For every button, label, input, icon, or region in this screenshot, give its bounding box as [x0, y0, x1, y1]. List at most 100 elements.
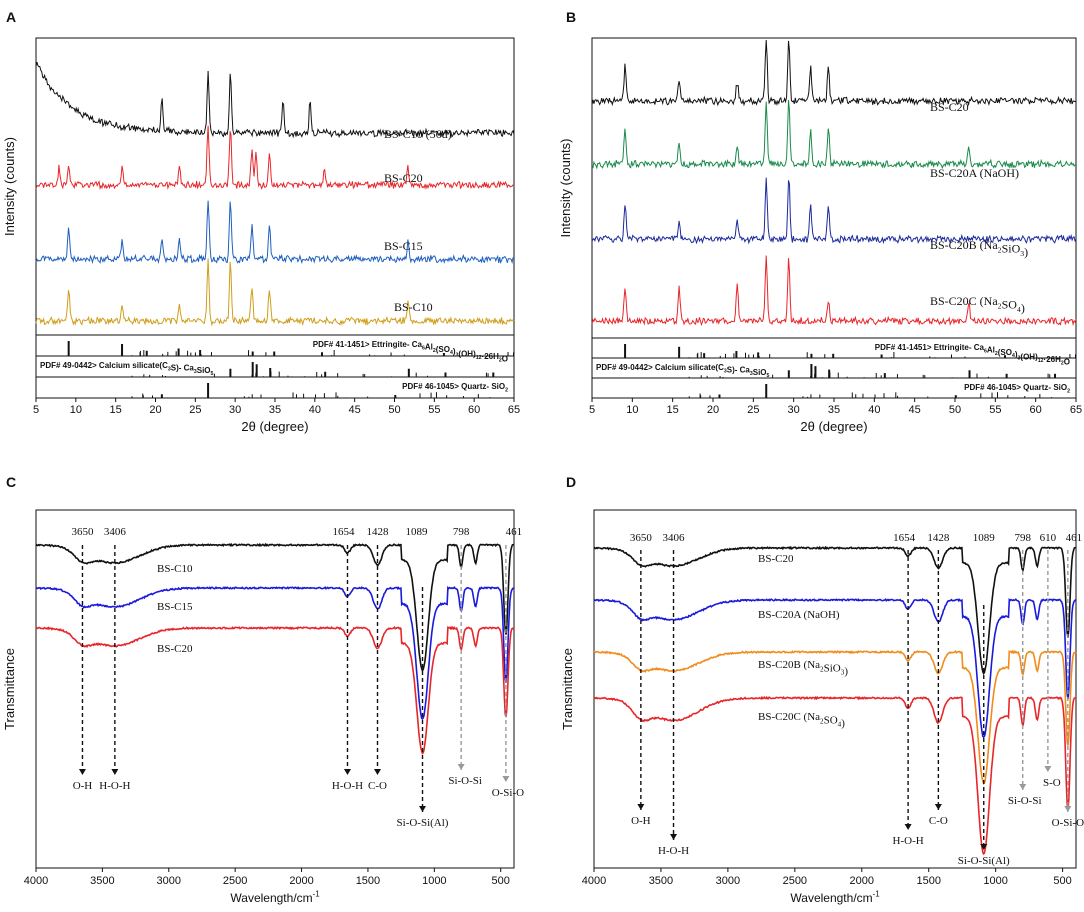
band-marker-arrow — [343, 769, 351, 775]
x-tick-label: 3000 — [716, 875, 740, 887]
ref-label: PDF# 46-1045> Quartz- SiO2 — [964, 383, 1070, 394]
ref-label: PDF# 41-1451> Ettringite- Ca6Al2(SO4)3(O… — [313, 340, 508, 363]
band-assignment-label: C-O — [368, 780, 387, 792]
band-position-label: 3406 — [663, 532, 686, 544]
plot-frame — [593, 509, 1077, 869]
series-2-curve — [35, 625, 515, 755]
band-assignment-label: O-Si-O — [1052, 817, 1084, 829]
text-run: Al — [425, 342, 433, 351]
series-label: BS-C20C (Na2SO4) — [930, 294, 1025, 315]
series-label: BS-C10 — [394, 300, 433, 314]
series-0-curve — [35, 61, 515, 139]
band-marker-arrow — [637, 804, 645, 810]
band-assignment-label: O-H — [631, 815, 651, 827]
band-position-label: 610 — [1040, 532, 1057, 544]
band-position-label: 1428 — [367, 526, 390, 538]
band-position-label: 1089 — [406, 526, 429, 538]
subscript: 3 — [1018, 356, 1021, 362]
subscript: 4 — [838, 721, 842, 729]
series-label: BS-C20 — [930, 100, 969, 114]
text-run: BS-C20B (Na — [758, 659, 820, 671]
band-position-label: 798 — [453, 526, 470, 538]
x-tick-label: 35 — [828, 404, 840, 416]
band-position-label: 1654 — [893, 532, 916, 544]
series-label: BS-C20B (Na2SiO3) — [758, 659, 848, 678]
text-run: ) — [844, 666, 848, 678]
band-assignment-label: Si-O-Si(Al) — [958, 855, 1010, 867]
subscript: 2 — [820, 717, 824, 725]
text-run: (SO — [998, 348, 1012, 357]
subscript: 3 — [724, 368, 727, 374]
x-tick-label: 20 — [707, 404, 719, 416]
text-run: (OH) — [458, 350, 476, 359]
x-tick-label: 20 — [149, 404, 161, 416]
x-tick-label: 45 — [909, 404, 921, 416]
x-tick-label: 40 — [868, 404, 880, 416]
band-marker-arrow — [904, 824, 912, 830]
x-axis-label: Wavelength/cm-1 — [230, 890, 319, 905]
series-2-curve — [35, 200, 515, 265]
x-tick-label: 1500 — [916, 875, 940, 887]
x-tick-label: 60 — [468, 404, 480, 416]
x-tick-label: 1500 — [356, 875, 380, 887]
text-run: SiO — [753, 368, 767, 377]
band-assignment-label: H-O-H — [658, 845, 689, 857]
series-1-curve — [35, 125, 515, 191]
band-position-label: 798 — [1014, 532, 1031, 544]
band-position-label: 1654 — [332, 526, 355, 538]
band-marker-arrow — [419, 806, 427, 812]
series-2-curve — [593, 649, 1077, 786]
series-0-curve — [591, 39, 1077, 107]
text-run: ) — [841, 718, 845, 730]
text-run: ) — [1015, 350, 1018, 359]
x-tick-label: 3500 — [649, 875, 673, 887]
series-3-curve — [35, 258, 515, 327]
subscript: 3 — [1020, 249, 1024, 258]
x-tick-label: 55 — [428, 404, 440, 416]
band-position-label: 3650 — [71, 526, 94, 538]
x-tick-label: 45 — [349, 404, 361, 416]
series-1-curve — [35, 585, 515, 721]
text-run: ) — [1024, 245, 1028, 259]
x-tick-label: 4000 — [24, 875, 48, 887]
x-tick-label: 10 — [626, 404, 638, 416]
x-tick-label: 2500 — [223, 875, 247, 887]
series-1-curve — [591, 100, 1077, 170]
text-run: SiO — [197, 366, 211, 375]
band-marker-arrow — [980, 844, 988, 850]
x-tick-label: 65 — [508, 404, 520, 416]
subscript: 6 — [984, 348, 987, 354]
band-marker-arrow — [934, 804, 942, 810]
x-tick-label: 55 — [989, 404, 1001, 416]
subscript: 5 — [211, 371, 214, 377]
subscript: 3 — [750, 371, 753, 377]
x-axis-label: 2θ (degree) — [800, 419, 867, 434]
band-position-label: 461 — [506, 526, 523, 538]
band-marker-arrow — [670, 834, 678, 840]
x-axis-label: 2θ (degree) — [241, 419, 308, 434]
band-position-label: 3650 — [630, 532, 653, 544]
band-marker-arrow — [374, 769, 382, 775]
subscript: 6 — [422, 345, 425, 351]
series-0-curve — [593, 545, 1077, 676]
subscript: -1 — [873, 890, 880, 899]
text-run: Wavelength/cm — [790, 891, 872, 905]
band-assignment-label: O-Si-O — [492, 787, 524, 799]
series-label: BS-C15 — [384, 239, 423, 253]
series-label: BS-C10 — [157, 563, 193, 575]
series-label: BS-C20A (NaOH) — [930, 166, 1019, 180]
x-tick-label: 15 — [110, 404, 122, 416]
band-assignment-label: S-O — [1043, 777, 1061, 789]
text-run: O — [1064, 357, 1070, 366]
band-marker-arrow — [502, 776, 510, 782]
text-run: Wavelength/cm — [230, 891, 312, 905]
series-0-curve — [35, 542, 515, 673]
x-tick-label: 30 — [788, 404, 800, 416]
band-position-label: 3406 — [104, 526, 127, 538]
plot-frame — [591, 37, 1077, 399]
band-position-label: 461 — [1066, 532, 1083, 544]
series-label: BS-C20 — [157, 643, 193, 655]
series-1-curve — [593, 597, 1077, 739]
